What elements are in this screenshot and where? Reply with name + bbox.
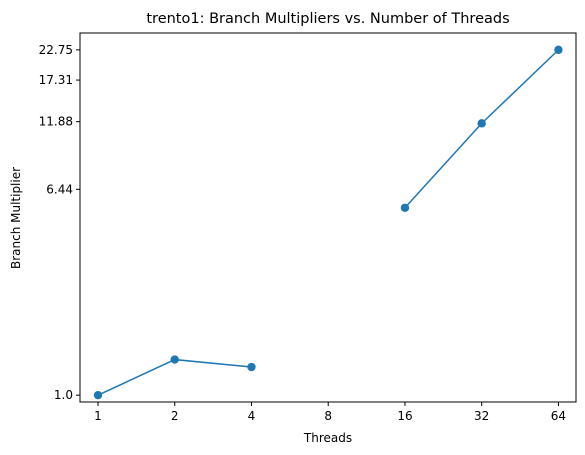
series-group — [93, 45, 563, 400]
y-axis: 1.0 6.44 11.88 17.31 22.75 — [39, 43, 80, 402]
plot-area — [79, 32, 577, 403]
x-axis-label: Threads — [303, 431, 352, 445]
y-tick-label: 11.88 — [39, 115, 73, 129]
x-tick-label: 64 — [551, 409, 566, 423]
x-tick-label: 1 — [94, 409, 102, 423]
data-point — [477, 119, 486, 128]
x-tick-label: 16 — [397, 409, 412, 423]
data-point — [170, 355, 179, 364]
x-tick-label: 32 — [474, 409, 489, 423]
series-line — [404, 49, 559, 209]
y-tick-label: 17.31 — [39, 73, 73, 87]
x-tick-label: 2 — [171, 409, 179, 423]
data-point — [93, 390, 103, 400]
y-axis-label: Branch Multiplier — [9, 167, 23, 269]
x-tick-label: 4 — [248, 409, 256, 423]
y-tick-label: 6.44 — [46, 182, 73, 196]
x-tick-label: 8 — [324, 409, 332, 423]
y-tick-label: 22.75 — [39, 43, 73, 57]
y-tick-label: 1.0 — [54, 388, 73, 402]
x-axis: 1 2 4 8 16 32 64 — [94, 402, 566, 423]
data-point — [400, 203, 410, 212]
chart-title: trento1: Branch Multipliers vs. Number o… — [146, 11, 509, 27]
series-line — [97, 358, 252, 396]
data-point — [247, 362, 256, 372]
data-point — [554, 45, 563, 55]
